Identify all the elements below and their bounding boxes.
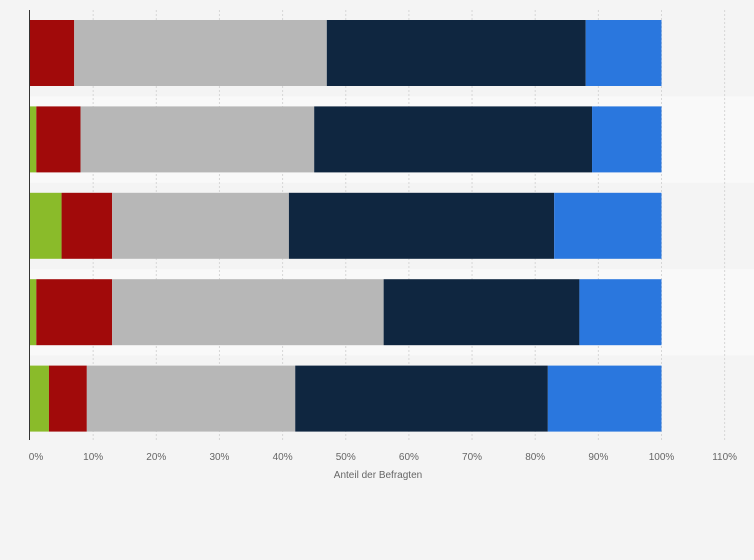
bar-segment: [30, 106, 37, 173]
bar-segment: [74, 20, 327, 86]
bar-segment: [554, 192, 662, 259]
bar-segment: [80, 106, 315, 173]
bar-segment: [112, 192, 289, 259]
bar-segment: [295, 365, 548, 432]
x-tick-label: 100%: [649, 452, 675, 463]
bar-segment: [30, 20, 75, 86]
x-axis-title: Anteil der Befragten: [334, 470, 422, 481]
bar-segment: [30, 192, 62, 259]
bar-segment: [30, 279, 37, 346]
x-tick-label: 10%: [83, 452, 103, 463]
bar-segment: [61, 192, 113, 259]
bar-segment: [592, 106, 662, 173]
bar-segment: [326, 20, 586, 86]
bars: [30, 20, 662, 432]
x-tick-label: 80%: [525, 452, 545, 463]
x-tick-label: 60%: [399, 452, 419, 463]
x-tick-label: 20%: [146, 452, 166, 463]
bar-segment: [579, 279, 662, 346]
bar-segment: [48, 365, 87, 432]
bar-segment: [86, 365, 296, 432]
bar-segment: [30, 365, 49, 432]
bar-segment: [547, 365, 662, 432]
x-tick-label: 50%: [336, 452, 356, 463]
bar-segment: [383, 279, 580, 346]
bar-segment: [288, 192, 555, 259]
x-tick-labels: 0% 10% 20% 30% 40% 50% 60% 70% 80% 90% 100% 110%: [29, 452, 737, 463]
bar-segment: [36, 279, 113, 346]
x-tick-label: 40%: [273, 452, 293, 463]
x-tick-label: 90%: [588, 452, 608, 463]
bar-segment: [112, 279, 384, 346]
x-tick-label: 0%: [29, 452, 44, 463]
bar-segment: [585, 20, 662, 86]
x-tick-label: 110%: [712, 452, 737, 463]
x-tick-label: 30%: [209, 452, 229, 463]
bar-segment: [314, 106, 593, 173]
bar-segment: [36, 106, 81, 173]
x-tick-label: 70%: [462, 452, 482, 463]
